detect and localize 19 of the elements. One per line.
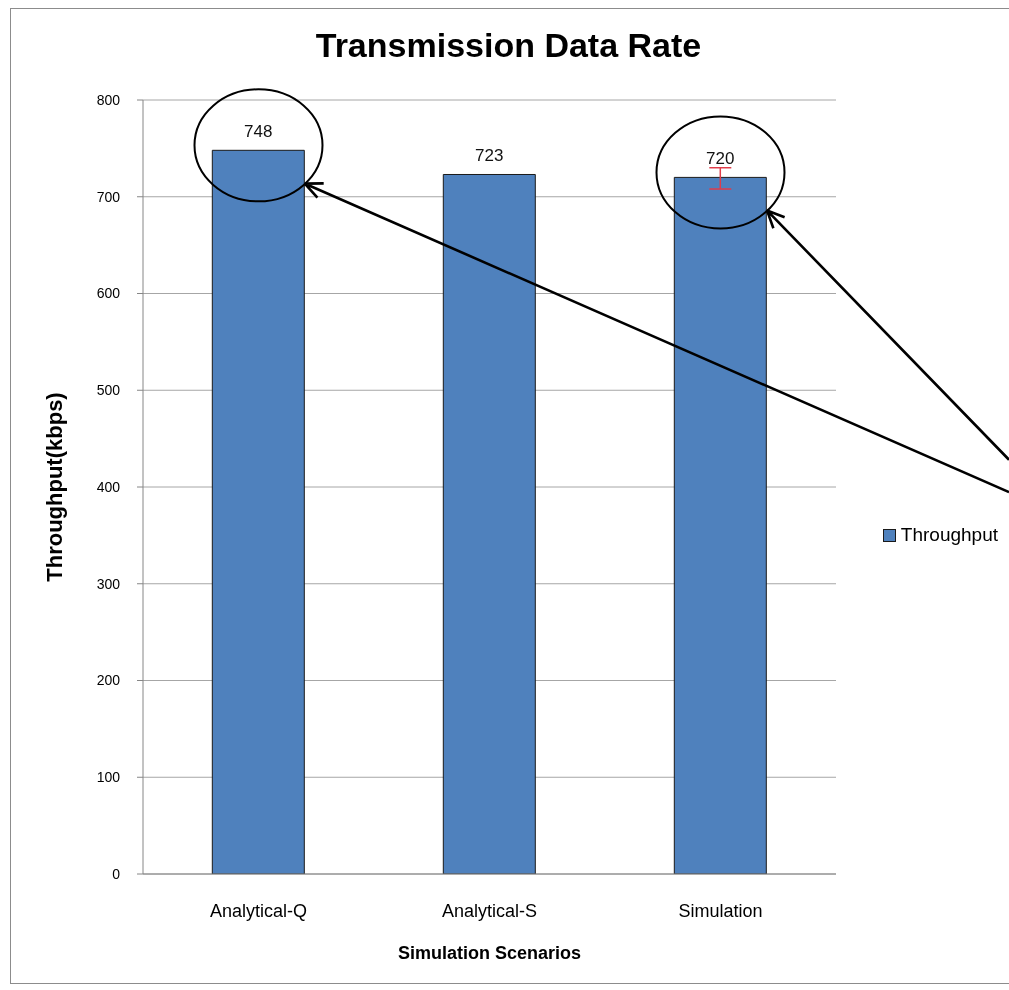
legend-label: Throughput: [900, 524, 998, 546]
y-tick-label: 600: [96, 285, 121, 302]
x-tick-label: Analytical-S: [441, 900, 538, 921]
y-tick-label: 700: [96, 188, 121, 205]
y-tick-label: 0: [112, 865, 121, 882]
x-axis-title: Simulation Scenarios: [397, 942, 582, 964]
chart-title: Transmission Data Rate: [314, 26, 703, 65]
y-tick-label: 100: [96, 769, 121, 786]
data-label: 723: [475, 146, 504, 166]
y-tick-label: 200: [96, 672, 121, 689]
x-tick-label: Simulation: [678, 900, 763, 921]
y-tick-label: 300: [96, 575, 121, 592]
y-tick-label: 400: [96, 478, 121, 495]
x-tick-label: Analytical-Q: [209, 900, 308, 921]
data-label: 720: [706, 149, 735, 169]
y-tick-label: 800: [96, 91, 121, 108]
y-axis-title: Throughput(kbps): [42, 392, 68, 582]
data-label: 748: [244, 122, 273, 142]
y-tick-label: 500: [96, 382, 121, 399]
